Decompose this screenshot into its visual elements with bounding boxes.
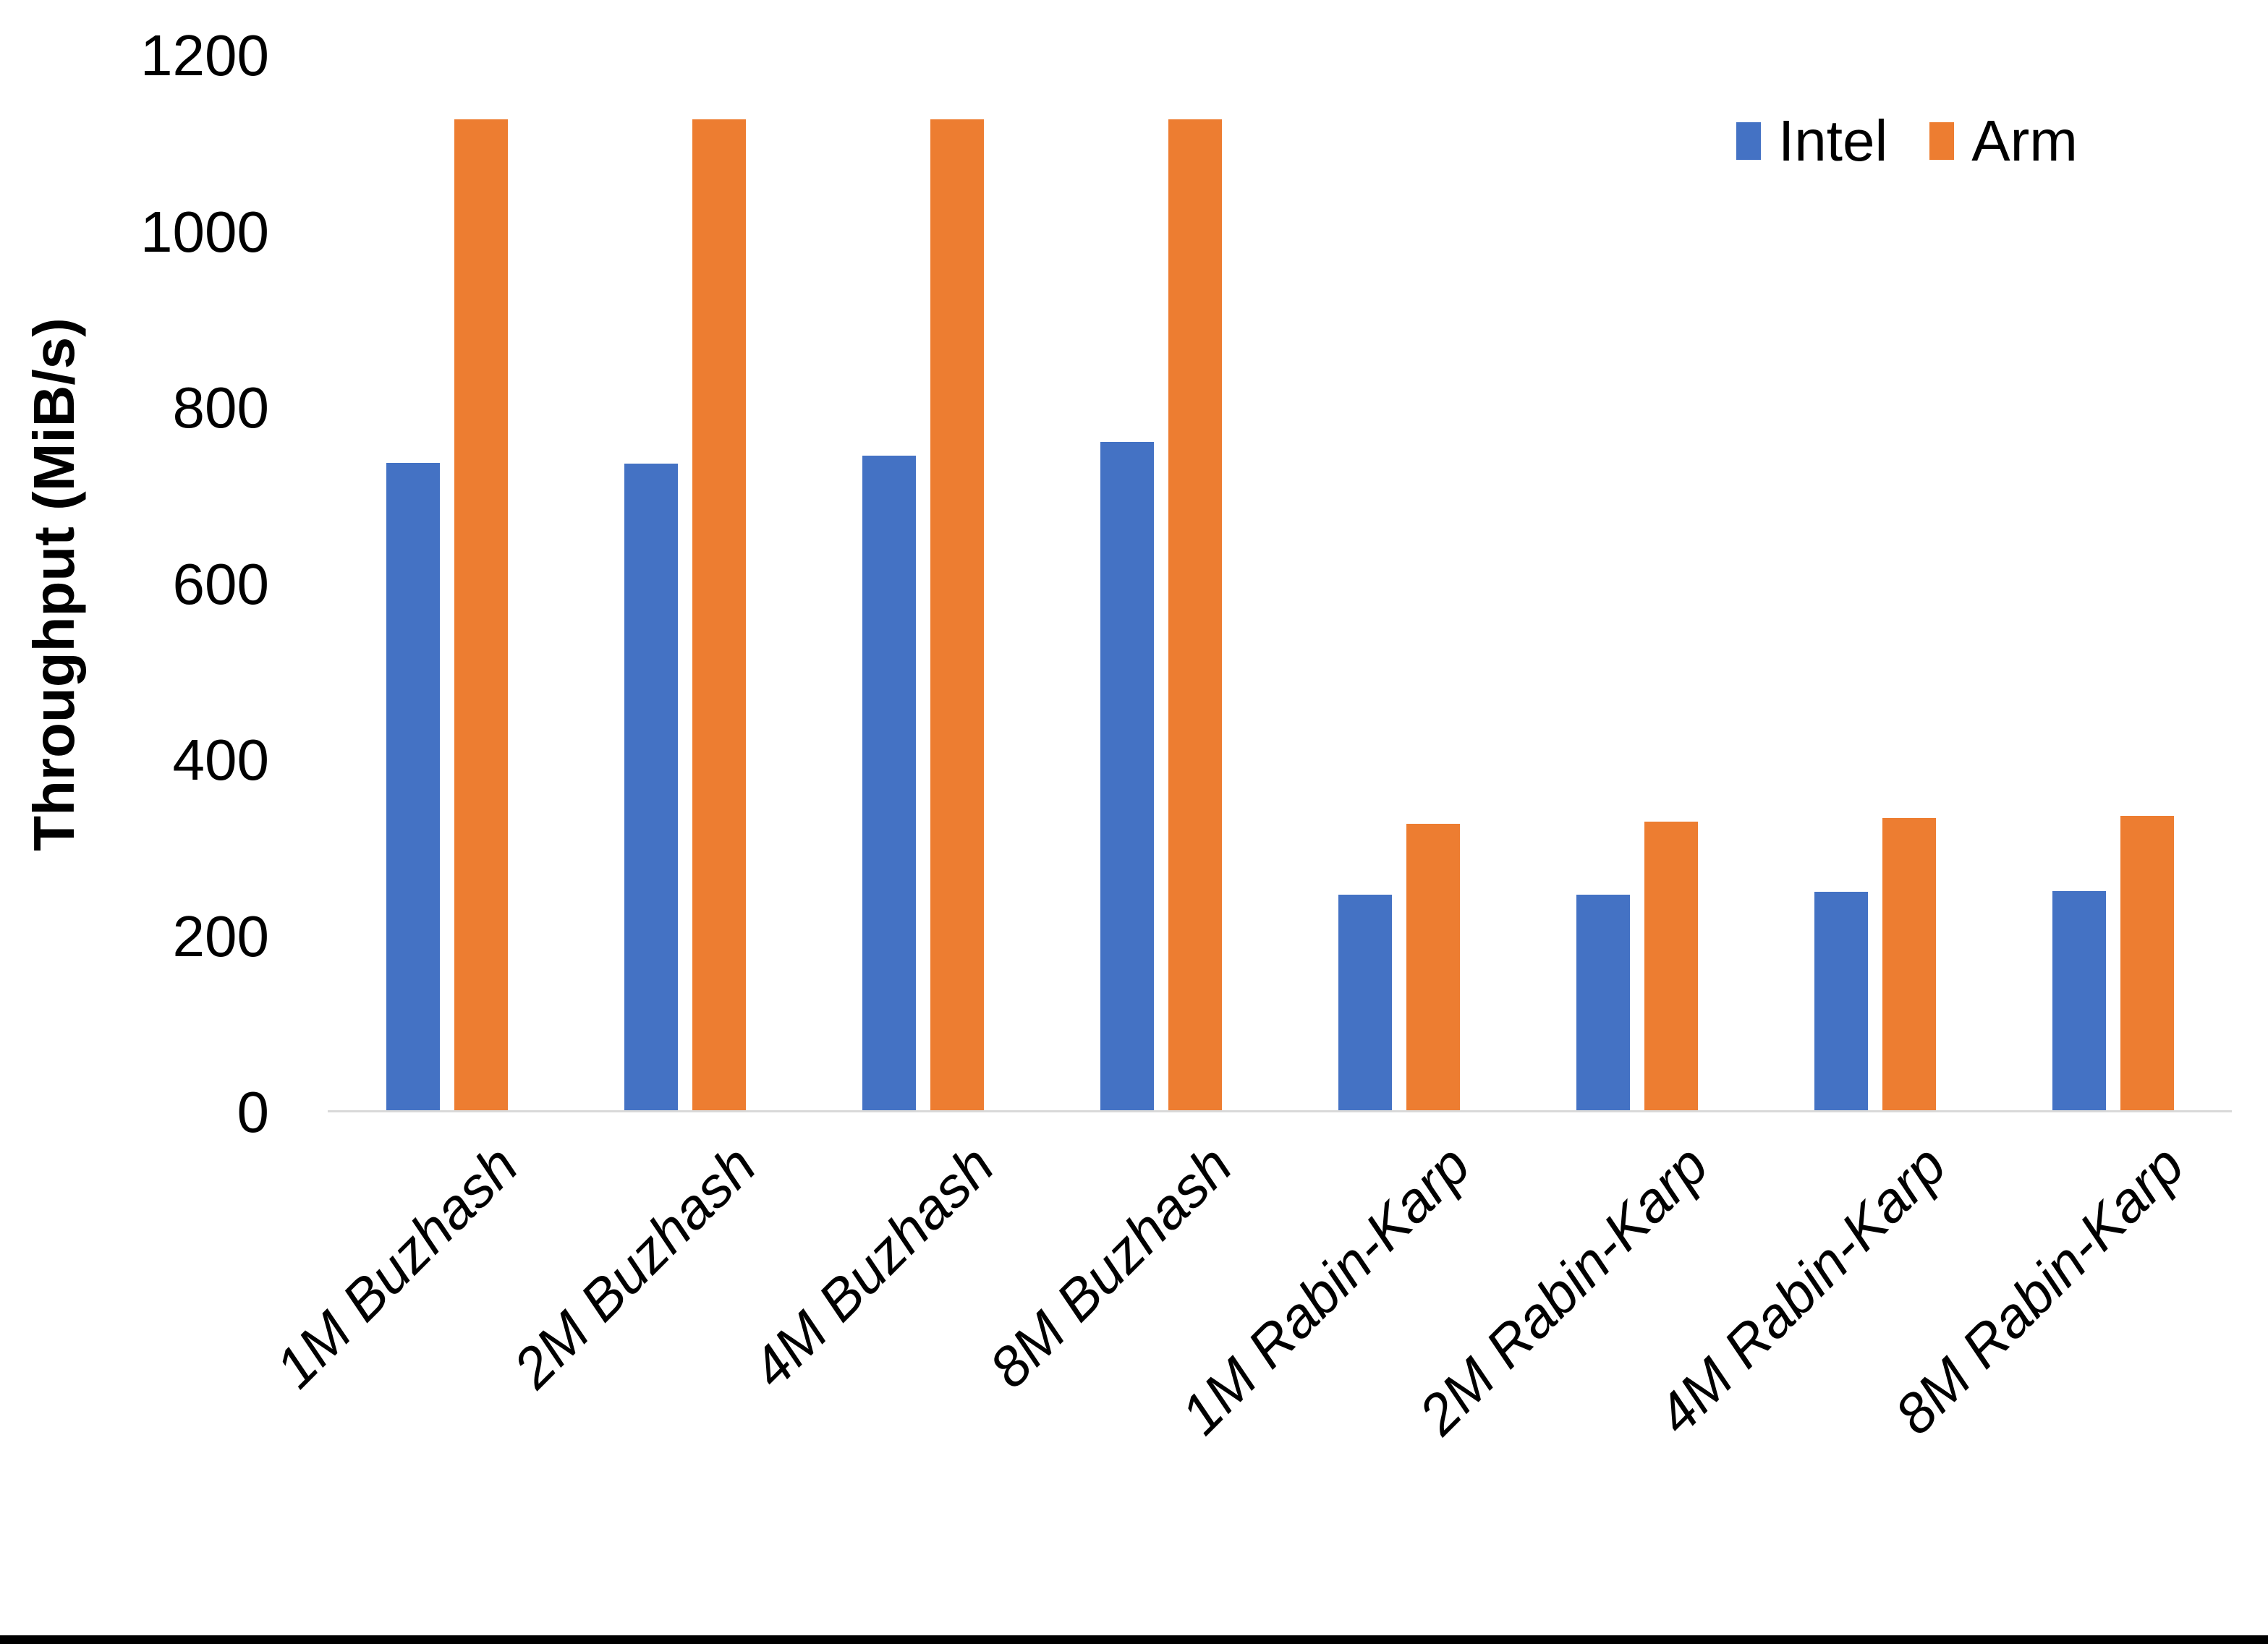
bar-arm: [692, 119, 746, 1110]
y-axis-tick-labels: 0 200 400 600 800 1000 1200: [0, 0, 269, 1644]
bar-intel: [1100, 442, 1154, 1110]
y-tick-label: 0: [237, 1080, 270, 1144]
x-axis-line: [328, 1110, 2232, 1112]
bar-group: [862, 119, 984, 1110]
legend-label: Arm: [1971, 108, 2078, 173]
y-tick-label: 400: [172, 728, 269, 792]
bar-intel: [624, 464, 678, 1110]
plot-area: [328, 56, 2232, 1112]
y-tick-label: 1200: [140, 23, 269, 88]
bar-group: [1338, 824, 1460, 1110]
x-category-label: 8M Buzhash: [977, 1133, 1244, 1400]
bar-intel: [862, 456, 916, 1110]
bar-intel: [1814, 892, 1868, 1110]
x-category-label: 2M Buzhash: [501, 1133, 768, 1400]
legend-item: Intel: [1736, 108, 1887, 174]
bar-group: [1100, 119, 1222, 1110]
bar-arm: [1168, 119, 1222, 1110]
bar-intel: [2052, 891, 2106, 1110]
bar-arm: [930, 119, 984, 1110]
legend-item: Arm: [1929, 108, 2078, 174]
x-category-label: 4M Buzhash: [739, 1133, 1006, 1400]
y-tick-label: 600: [172, 552, 269, 616]
bar-arm: [1406, 824, 1460, 1110]
bar-group: [386, 119, 508, 1110]
legend-label: Intel: [1778, 108, 1888, 173]
bar-arm: [454, 119, 508, 1110]
bar-intel: [386, 463, 440, 1110]
bar-group: [2052, 816, 2174, 1110]
bar-arm: [1882, 818, 1936, 1110]
legend-swatch-intel: [1736, 122, 1761, 160]
bar-arm: [1644, 822, 1698, 1110]
x-category-label: 1M Buzhash: [263, 1133, 530, 1400]
bar-group: [1814, 818, 1936, 1110]
legend-swatch-arm: [1929, 122, 1955, 160]
bar-group: [624, 119, 746, 1110]
bar-intel: [1576, 895, 1630, 1110]
y-tick-label: 1000: [140, 200, 269, 264]
bottom-border: [0, 1635, 2268, 1644]
y-tick-label: 200: [172, 904, 269, 968]
legend: Intel Arm: [1736, 108, 2078, 174]
bar-group: [1576, 822, 1698, 1110]
bar-intel: [1338, 895, 1392, 1110]
y-tick-label: 800: [172, 375, 269, 440]
bar-arm: [2120, 816, 2174, 1110]
